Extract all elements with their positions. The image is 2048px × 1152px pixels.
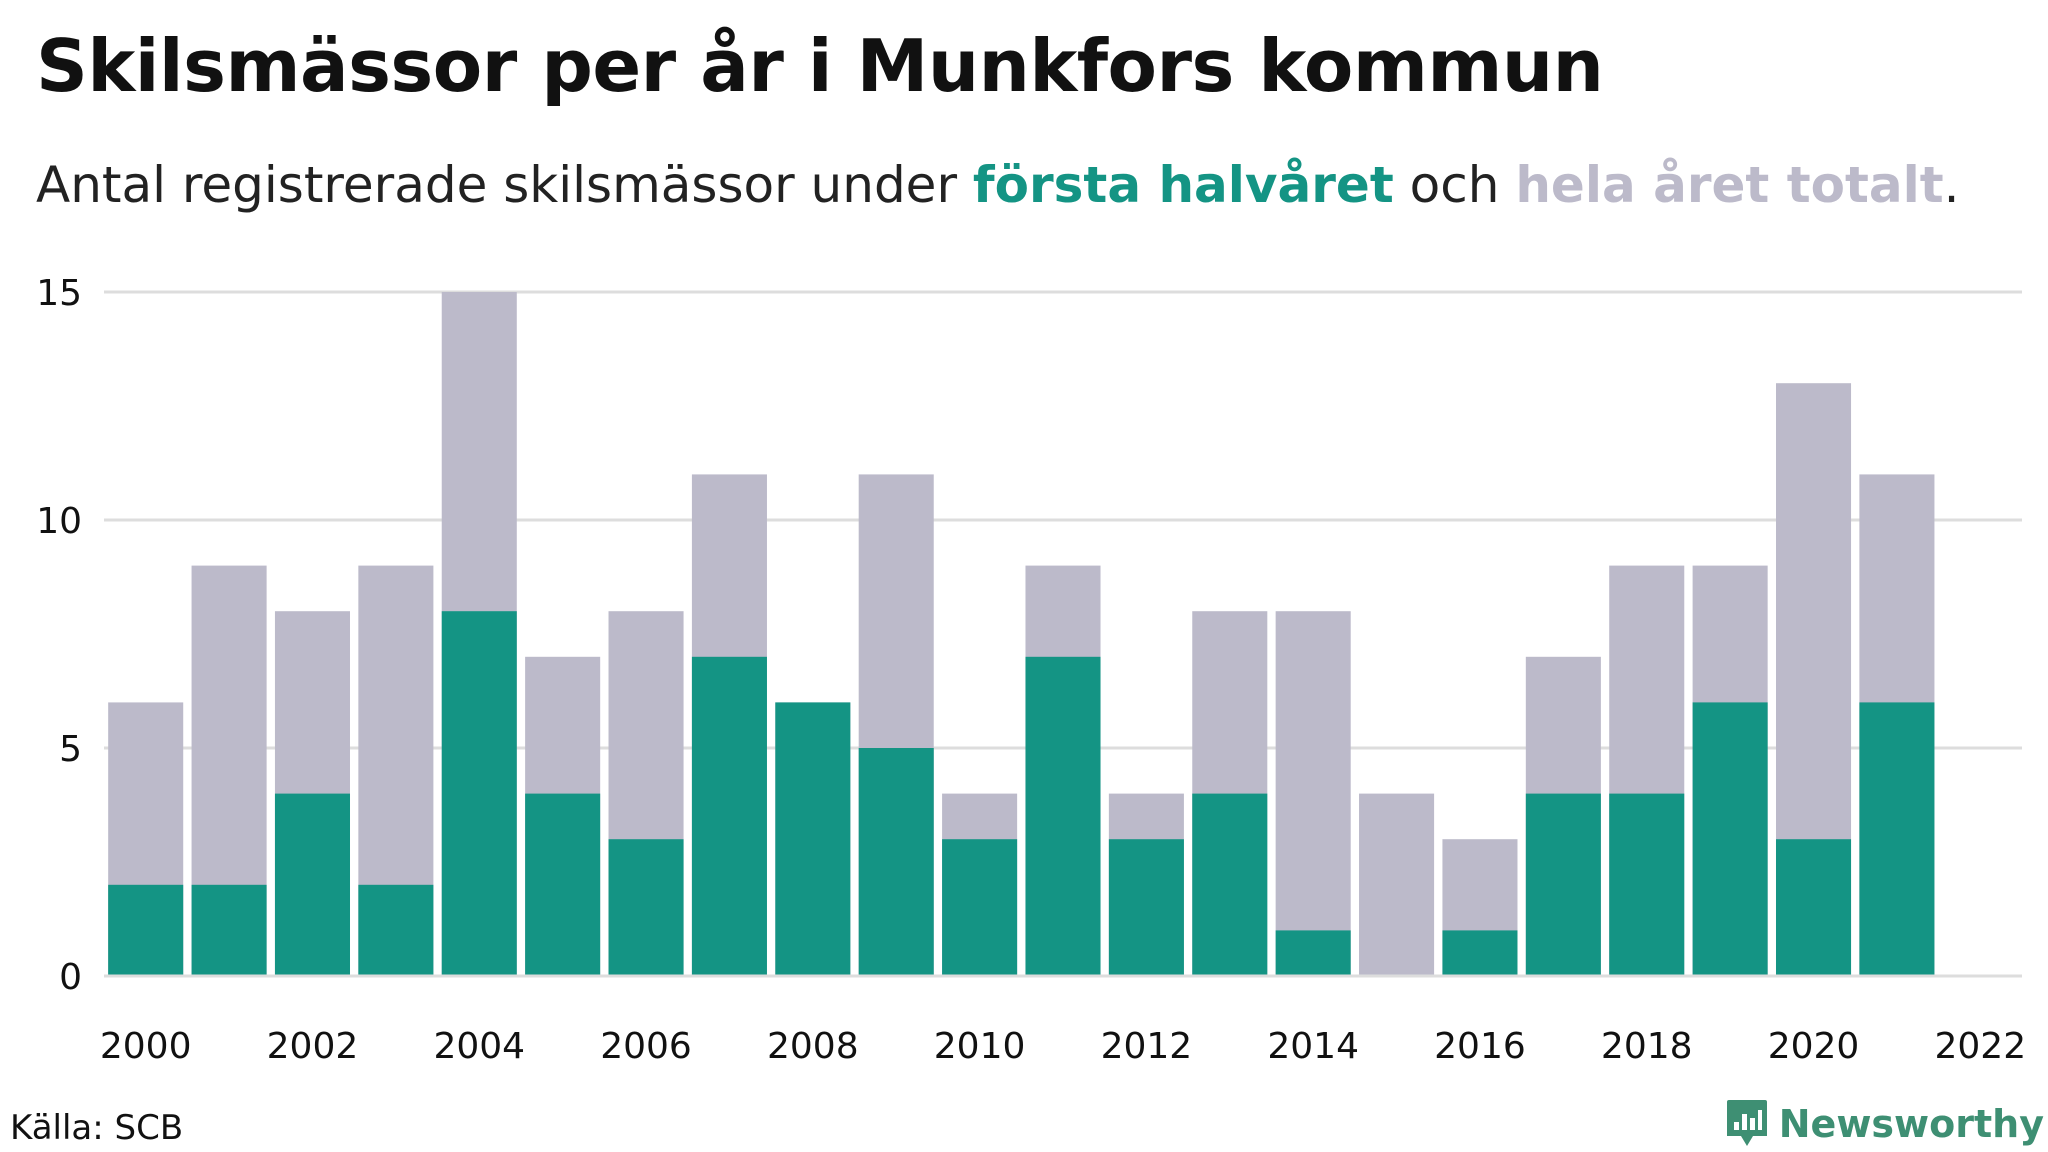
bar-first-half [1108, 839, 1184, 976]
bar-first-half [1442, 930, 1518, 976]
bar-first-half [1775, 839, 1852, 976]
x-tick-label: 2002 [267, 1026, 359, 1067]
legend-first-half: första halvåret [972, 156, 1394, 214]
brand-name: Newsworthy [1778, 1102, 2044, 1146]
bar-first-half [691, 656, 767, 976]
subtitle-suffix: . [1943, 156, 1960, 214]
bar-first-half [942, 839, 1018, 976]
bar-first-half [1692, 702, 1768, 976]
y-tick-label: 5 [59, 729, 82, 770]
bar-first-half [274, 793, 351, 976]
bar-first-half [1609, 793, 1685, 976]
brand-logo: Newsworthy [1725, 1098, 2044, 1150]
bar-total [1275, 611, 1351, 976]
legend-total: hela året totalt [1515, 156, 1944, 214]
y-tick-label: 15 [36, 273, 82, 314]
x-tick-label: 2012 [1101, 1026, 1193, 1067]
bar-first-half [358, 884, 434, 976]
bar-first-half [608, 839, 684, 976]
bar-first-half [108, 884, 184, 976]
subtitle-middle: och [1393, 156, 1516, 214]
bar-first-half [1025, 656, 1101, 976]
x-tick-label: 2014 [1267, 1026, 1359, 1067]
chart-subtitle: Antal registrerade skilsmässor under för… [36, 156, 1960, 214]
x-tick-label: 2004 [433, 1026, 525, 1067]
bar-first-half [1192, 793, 1268, 976]
y-tick-label: 10 [36, 501, 82, 542]
bar-first-half [1275, 930, 1351, 976]
newsworthy-icon [1726, 1100, 1767, 1146]
bar-first-half [191, 884, 267, 976]
bar-first-half [858, 748, 934, 976]
subtitle-prefix: Antal registrerade skilsmässor under [36, 156, 973, 214]
x-tick-label: 2016 [1434, 1026, 1526, 1067]
bar-first-half [1859, 702, 1935, 976]
bar-first-half [441, 611, 517, 976]
bar-first-half [525, 793, 601, 976]
chart-title: Skilsmässor per år i Munkfors kommun [36, 24, 1604, 108]
bars-first-half [108, 611, 1935, 976]
x-tick-label: 2022 [1934, 1026, 2026, 1067]
x-tick-label: 2018 [1601, 1026, 1693, 1067]
y-axis-ticks: 0 5 10 15 [36, 273, 82, 998]
bar-total [1359, 793, 1435, 976]
x-tick-label: 2010 [934, 1026, 1026, 1067]
y-tick-label: 0 [59, 957, 82, 998]
x-tick-label: 2006 [600, 1026, 692, 1067]
bar-first-half [775, 702, 851, 976]
x-axis-ticks: 2000 2002 2004 2006 2008 2010 2012 2014 2016 2018… [100, 1026, 2026, 1067]
source-note: Källa: SCB [10, 1108, 184, 1148]
x-tick-label: 2020 [1768, 1026, 1860, 1067]
x-tick-label: 2000 [100, 1026, 192, 1067]
bar-first-half [1525, 793, 1601, 976]
x-tick-label: 2008 [767, 1026, 859, 1067]
